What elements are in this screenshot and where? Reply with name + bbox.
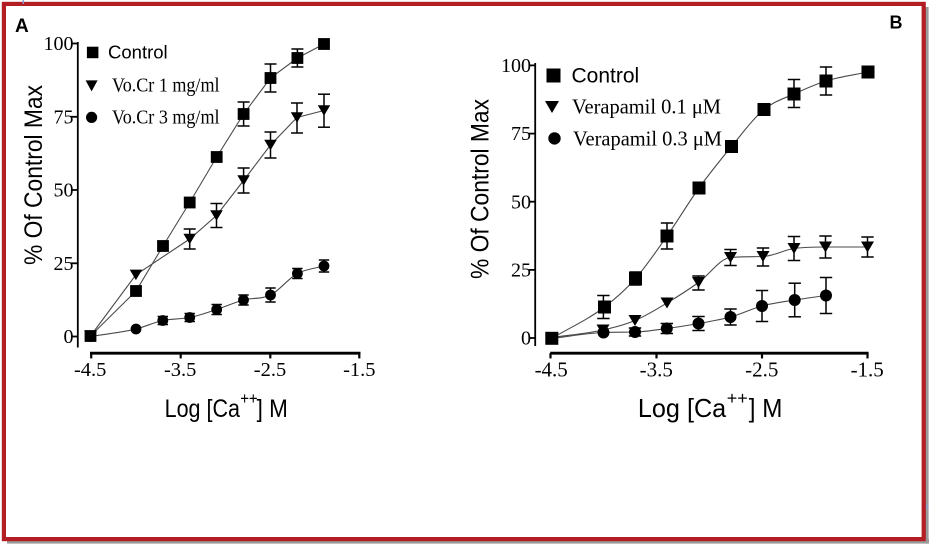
svg-text:++: ++ [727,388,748,408]
svg-text:-4.5: -4.5 [535,358,568,382]
svg-text:75: 75 [511,123,531,145]
svg-text:] M: ] M [749,393,783,423]
svg-text:75: 75 [54,106,74,128]
svg-text:-3.5: -3.5 [164,359,196,381]
svg-text:0: 0 [64,326,74,348]
svg-text:Vo.Cr 1 mg/ml: Vo.Cr 1 mg/ml [112,75,220,97]
svg-text:Log [Ca: Log [Ca [638,393,727,423]
svg-text:-2.5: -2.5 [254,359,286,381]
svg-text:Vo.Cr 3 mg/ml: Vo.Cr 3 mg/ml [112,107,220,129]
svg-text:A: A [15,16,29,37]
svg-text:-4.5: -4.5 [74,359,106,381]
svg-text:Log [Ca: Log [Ca [165,395,240,423]
svg-text:100: 100 [501,55,531,77]
svg-text:-1.5: -1.5 [851,358,884,382]
svg-text:50: 50 [54,180,74,202]
svg-text:50: 50 [511,191,531,213]
svg-text:-2.5: -2.5 [745,358,778,382]
svg-text:++: ++ [240,390,258,408]
svg-text:-1.5: -1.5 [343,359,375,381]
svg-text:Verapamil 0.1 μM: Verapamil 0.1 μM [572,95,721,119]
svg-text:0: 0 [521,328,531,350]
svg-text:Control: Control [108,42,168,63]
svg-text:-3.5: -3.5 [640,358,673,382]
svg-text:B: B [890,13,903,33]
svg-text:] M: ] M [257,395,288,423]
svg-text:25: 25 [54,253,74,275]
svg-text:Verapamil 0.3 μM: Verapamil 0.3 μM [573,127,722,151]
svg-text:100: 100 [44,33,74,55]
svg-text:% Of Control Max: % Of Control Max [467,99,495,279]
svg-text:25: 25 [511,260,531,282]
svg-text:Control: Control [572,65,640,88]
svg-text:% Of Control Max: % Of Control Max [20,85,48,265]
